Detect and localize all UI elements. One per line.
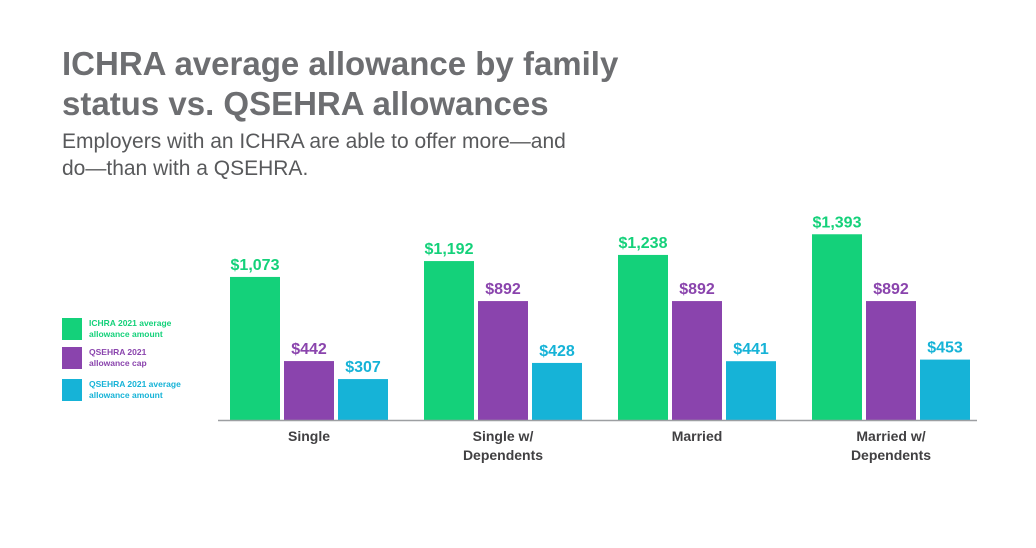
bar-ichra-average-married-w-dependents [812, 234, 862, 420]
bar-qsehra-average-married [726, 361, 776, 420]
bar-qsehra-cap-married-w-dependents [866, 301, 916, 420]
data-label-qsehra-cap-married-w-dependents: $892 [873, 281, 909, 298]
category-label-married: Married [672, 428, 723, 444]
bar-ichra-average-married [618, 254, 668, 420]
bar-qsehra-cap-single [284, 361, 334, 420]
legend-item-qsehra-average: QSEHRA 2021 average allowance amount [62, 379, 189, 401]
category-label-single: Single [288, 428, 330, 444]
bar-qsehra-average-single [338, 379, 388, 420]
data-label-ichra-average-married: $1,238 [619, 235, 668, 252]
bar-ichra-average-single [230, 276, 280, 420]
legend-item-qsehra-cap: QSEHRA 2021 allowance cap [62, 347, 189, 369]
data-label-qsehra-cap-married: $892 [679, 281, 715, 298]
legend-label-ichra-average: ICHRA 2021 average allowance amount [89, 318, 172, 339]
bar-qsehra-average-married-w-dependents [920, 359, 970, 420]
data-label-ichra-average-married-w-dependents: $1,393 [813, 214, 862, 231]
category-label-married-w-dependents: Married w/ [856, 428, 925, 444]
data-label-ichra-average-single-w-dependents: $1,192 [425, 241, 474, 258]
bar-ichra-average-single-w-dependents [424, 261, 474, 420]
data-label-qsehra-average-single: $307 [345, 359, 381, 376]
category-label-married-w-dependents-line2: Dependents [851, 447, 931, 463]
data-label-qsehra-average-married: $441 [733, 341, 769, 358]
category-label-single-w-dependents: Single w/ [473, 428, 534, 444]
bar-qsehra-cap-single-w-dependents [478, 301, 528, 420]
bar-qsehra-cap-married [672, 301, 722, 420]
data-label-qsehra-cap-single: $442 [291, 341, 327, 358]
data-label-ichra-average-single: $1,073 [231, 257, 280, 274]
data-label-qsehra-cap-single-w-dependents: $892 [485, 281, 521, 298]
legend-item-ichra-average: ICHRA 2021 average allowance amount [62, 318, 189, 340]
chart-subtitle: Employers with an ICHRA are able to offe… [62, 130, 566, 180]
data-label-qsehra-average-married-w-dependents: $453 [927, 340, 963, 357]
legend-swatch-ichra-average [62, 318, 82, 340]
legend-swatch-qsehra-cap [62, 347, 82, 369]
legend-swatch-qsehra-average [62, 379, 82, 401]
data-label-qsehra-average-single-w-dependents: $428 [539, 343, 575, 360]
bar-qsehra-average-single-w-dependents [532, 362, 582, 420]
category-label-single-w-dependents-line2: Dependents [463, 447, 543, 463]
legend-label-qsehra-average: QSEHRA 2021 average allowance amount [89, 379, 181, 400]
legend-label-qsehra-cap: QSEHRA 2021 allowance cap [89, 347, 147, 368]
chart-title: ICHRA average allowance by family status… [62, 45, 619, 122]
